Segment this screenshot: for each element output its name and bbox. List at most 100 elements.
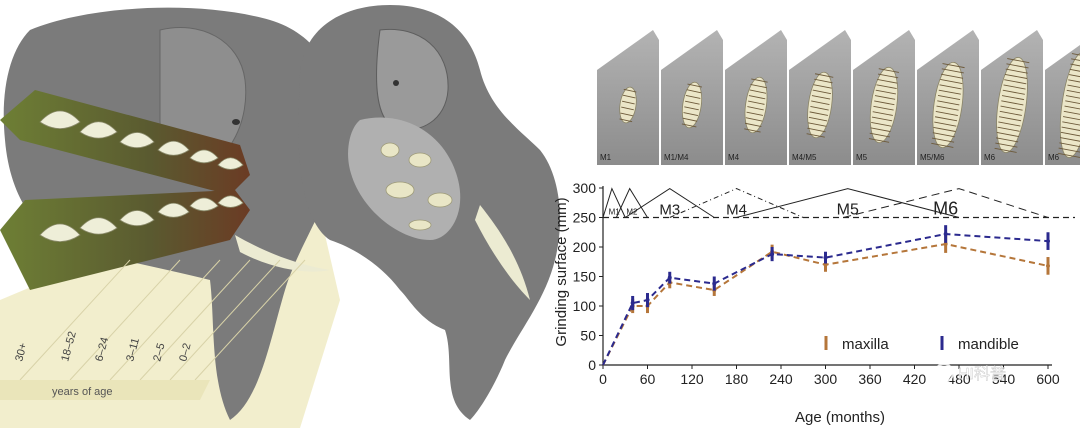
molar-lamella — [877, 78, 898, 84]
molar-lamella — [1063, 110, 1080, 116]
grinding-chart: M1 M2 M3 M4 M5 M6 0 60 120 180 240 300 360 420 480 540… — [553, 180, 1075, 426]
y-tick-label: 0 — [588, 357, 596, 373]
molar-lamella — [744, 122, 762, 127]
molar-lamella — [622, 94, 636, 99]
molar-lamella — [937, 100, 960, 106]
molar-panel: M4 — [725, 30, 787, 165]
y-tick-label: 250 — [573, 210, 597, 226]
maxilla-line — [602, 243, 1049, 366]
molar-lamella — [874, 100, 895, 106]
mandible-point — [667, 275, 672, 280]
front-ear — [376, 28, 449, 131]
molar-lamella — [1068, 79, 1080, 85]
molar-lamella — [812, 89, 832, 95]
chart-axes: 0 60 120 180 240 300 360 420 480 540 6000501001502… — [573, 180, 1060, 387]
molar-lamella — [994, 147, 1017, 153]
molar-lamella — [876, 84, 897, 90]
molar-lamella — [744, 128, 761, 133]
legend-label: mandible — [958, 336, 1019, 353]
x-tick-label: 180 — [725, 371, 749, 387]
molar-lamella — [745, 117, 763, 122]
molar-lamella — [1007, 58, 1030, 64]
age-band-lines — [19, 259, 306, 381]
molar-lamella — [1005, 68, 1028, 74]
mandible-point — [943, 232, 948, 237]
x-tick-label: 120 — [680, 371, 704, 387]
molar-lamella — [1058, 147, 1080, 153]
molar-lifespan-triangles: M1 M2 M3 M4 M5 M6 — [602, 187, 1075, 219]
molar-lamella — [877, 73, 899, 79]
molar-lamella — [808, 116, 828, 122]
molar-panel-label: M5 — [856, 153, 868, 162]
molar-lamella — [870, 127, 891, 133]
molar-lamella — [878, 68, 899, 73]
y-tick-label: 100 — [573, 298, 597, 314]
molar-lamella — [811, 100, 830, 106]
age-band-line — [139, 259, 251, 381]
molar-lamella — [869, 132, 890, 138]
elephant-front-illustration — [298, 5, 560, 420]
molar-panel: M4/M5 — [789, 30, 851, 165]
y-tick-label: 300 — [573, 180, 597, 196]
skull-window — [348, 117, 461, 240]
x-tick-label: 240 — [769, 371, 793, 387]
x-tick-label: 540 — [992, 371, 1016, 387]
molar-lamella — [1064, 105, 1080, 111]
molar-lamella — [934, 121, 957, 127]
molar-lamella — [1066, 89, 1080, 95]
lower-molar — [119, 210, 155, 227]
lower-molar — [189, 197, 219, 212]
lifespan-label: M3 — [659, 202, 680, 219]
age-axis-strip — [0, 380, 210, 400]
front-molar — [427, 192, 453, 208]
age-band-line — [69, 259, 181, 381]
molar-panel-label: M4 — [728, 153, 740, 162]
molar-lamella — [748, 95, 766, 100]
mandible-point — [770, 252, 775, 257]
molar-lamella — [1002, 89, 1025, 95]
molar-lamella — [621, 106, 634, 111]
molar-lamella — [1065, 100, 1080, 106]
molar-lamella — [811, 95, 831, 100]
upper-molar — [217, 157, 244, 170]
maxilla-point — [1046, 263, 1050, 268]
molar-panel: M5/M6 — [917, 30, 979, 165]
chart-legend: maxilla mandible — [824, 336, 1019, 353]
molar-lamella — [937, 95, 961, 101]
molar-lamella — [871, 121, 892, 127]
molar-lamella — [806, 133, 825, 138]
lifespan-label: M4 — [726, 202, 747, 219]
molar-lamella — [1001, 100, 1024, 106]
lifespan-triangle — [624, 187, 715, 218]
molar-lamella — [1067, 84, 1080, 90]
age-band-line — [19, 259, 131, 381]
molar-panel-label: M1 — [600, 153, 612, 162]
molar-lamella — [1004, 79, 1027, 85]
lower-molar-band — [0, 190, 250, 290]
lower-molar — [39, 223, 81, 242]
lower-molar — [217, 195, 244, 208]
molar-tooth — [681, 81, 703, 129]
molar-panel: M6 — [1045, 45, 1080, 165]
lifespan-label: M1 — [609, 208, 621, 217]
molar-panel-label: M6 — [984, 153, 996, 162]
molar-lamella — [685, 94, 701, 99]
molar-lamella — [1006, 63, 1029, 69]
molar-lamella — [1000, 105, 1023, 111]
molar-lamella — [934, 116, 958, 122]
molar-lamella — [942, 63, 965, 69]
molar-lamella — [1001, 95, 1025, 101]
molar-lamella — [809, 111, 828, 116]
molar-lamella — [872, 111, 893, 116]
mandible-point — [712, 281, 717, 286]
x-tick-label: 300 — [814, 371, 838, 387]
watermark-text: HI科普 — [958, 365, 1006, 383]
x-tick-label: 420 — [903, 371, 927, 387]
x-axis-label: Age (months) — [795, 409, 885, 426]
molar-lamella — [999, 110, 1022, 116]
lifespan-label: M2 — [626, 208, 638, 217]
lifespan-triangle — [843, 188, 1049, 218]
molar-lamella — [682, 117, 698, 122]
